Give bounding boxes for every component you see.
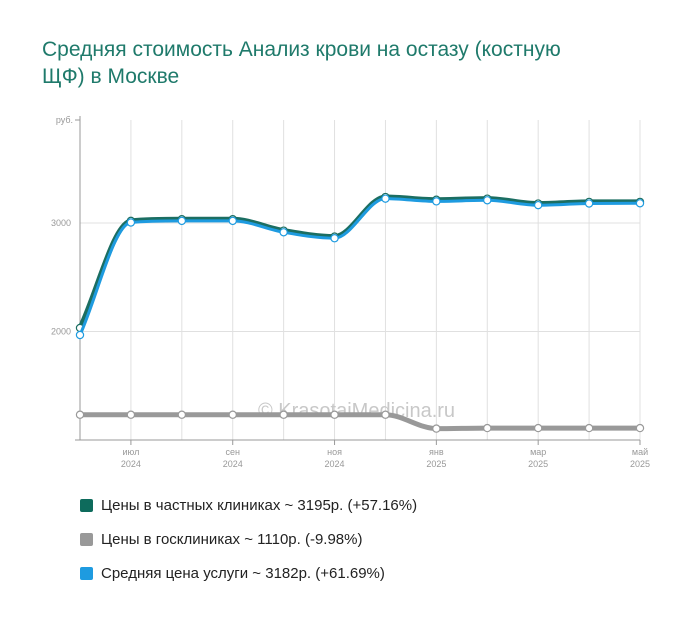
data-point (177, 216, 187, 226)
data-point (432, 424, 441, 433)
chart-labels: 2000 3000 руб. июл 2024 сен 2024 ноя 2024 янв 2025… (51, 115, 650, 469)
data-point (75, 330, 85, 340)
x-tick-month: ноя (327, 447, 342, 457)
data-point (635, 199, 645, 208)
data-point (126, 218, 136, 227)
x-tick-month: май (632, 447, 648, 457)
x-tick-year: 2025 (426, 459, 446, 469)
chart-grid (80, 120, 641, 440)
x-tick-month: сен (225, 447, 240, 457)
legend-label: Средняя цена услуги ~ 3182р. (+61.69%) (101, 564, 385, 582)
data-point (635, 423, 645, 433)
chart-title: Средняя стоимость Анализ крови на остазу… (42, 38, 561, 88)
y-tick-label: 2000 (51, 327, 71, 337)
series-line (77, 412, 643, 432)
x-tick-month: янв (429, 447, 444, 457)
legend-label: Цены в госклиниках ~ 1110р. (-9.98%) (101, 530, 363, 548)
y-tick-label: 3000 (51, 218, 71, 228)
x-tick-year: 2024 (325, 459, 345, 469)
data-point (330, 410, 339, 419)
data-point (584, 199, 594, 208)
y-unit-label: руб. (56, 115, 73, 125)
data-point (584, 423, 594, 433)
data-point (126, 410, 136, 419)
x-tick-year: 2024 (121, 459, 141, 469)
data-point (75, 410, 85, 419)
data-point (432, 197, 441, 206)
line-chart: © KrasotaiMedicina.ru 2000 3000 руб. июл 202… (51, 115, 650, 469)
legend-item[interactable]: Средняя цена услуги ~ 3182р. (+61.69%) (80, 556, 417, 590)
x-tick-month: июл (122, 447, 139, 457)
data-point (483, 423, 492, 433)
legend-item[interactable]: Цены в частных клиниках ~ 3195р. (+57.16… (80, 488, 417, 522)
legend-label: Цены в частных клиниках ~ 3195р. (+57.16… (101, 496, 418, 514)
data-point (381, 410, 390, 419)
x-tick-year: 2025 (630, 459, 650, 469)
watermark: © KrasotaiMedicina.ru (258, 400, 455, 422)
legend-swatch (80, 566, 93, 580)
data-point (483, 196, 492, 205)
data-point (279, 228, 288, 237)
x-tick-month: мар (530, 447, 546, 457)
data-point (533, 423, 543, 433)
chart-axes (75, 116, 641, 445)
x-tick-year: 2024 (223, 459, 243, 469)
data-point (228, 410, 237, 419)
data-point (228, 216, 237, 226)
series-3 (75, 194, 645, 340)
legend-swatch (80, 532, 93, 546)
data-point (381, 194, 390, 203)
data-point (279, 410, 288, 419)
legend: Цены в частных клиниках ~ 3195р. (+57.16… (80, 488, 417, 590)
data-point (177, 410, 187, 419)
legend-swatch (80, 498, 93, 512)
x-tick-year: 2025 (528, 459, 548, 469)
data-point (533, 200, 543, 210)
series-1 (75, 192, 645, 333)
legend-item[interactable]: Цены в госклиниках ~ 1110р. (-9.98%) (80, 522, 417, 556)
data-point (330, 234, 339, 243)
series-2 (75, 410, 645, 433)
chart-series (75, 192, 645, 433)
